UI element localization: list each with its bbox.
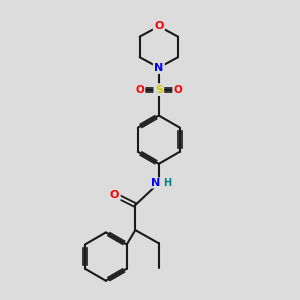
Text: O: O — [174, 85, 182, 94]
Text: O: O — [154, 21, 164, 31]
Text: N: N — [154, 63, 164, 73]
Text: N: N — [151, 178, 160, 188]
Text: O: O — [135, 85, 144, 94]
Text: H: H — [163, 178, 171, 188]
Text: O: O — [110, 190, 119, 200]
Text: S: S — [155, 85, 163, 94]
